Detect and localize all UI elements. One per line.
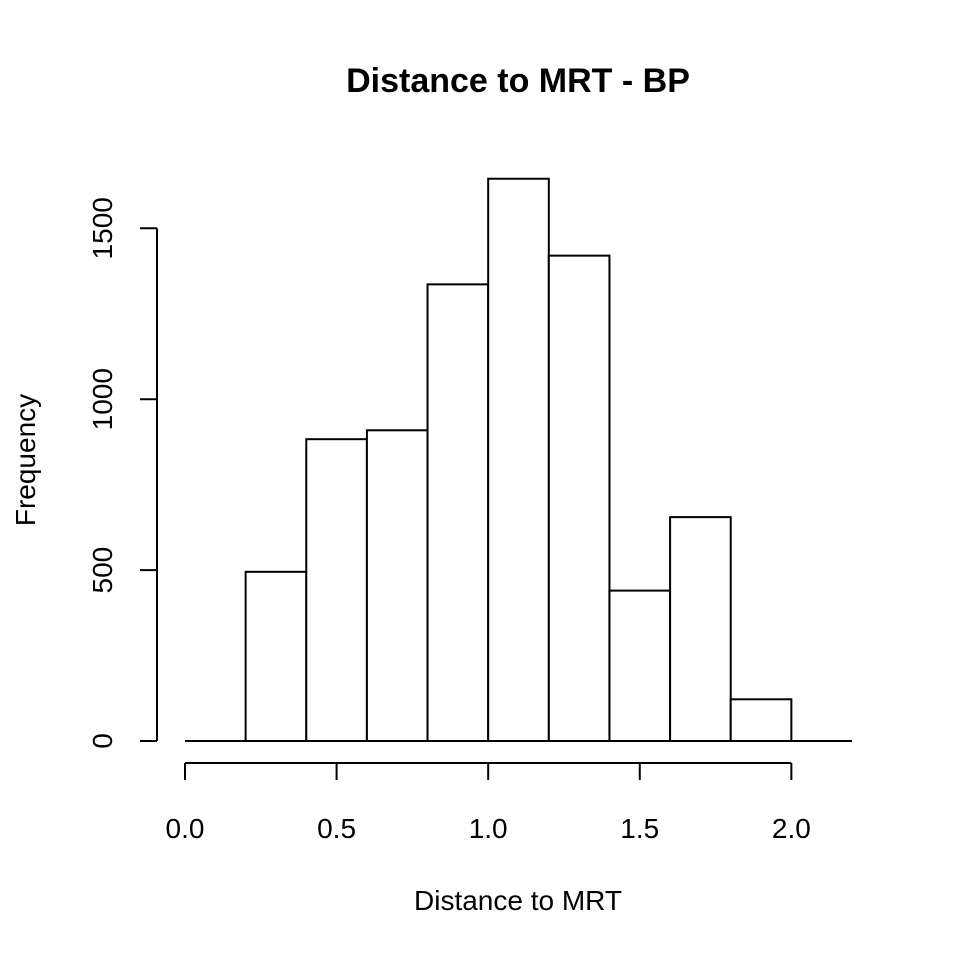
- histogram-bar: [426, 283, 490, 742]
- x-tick-label: 1.0: [469, 813, 508, 844]
- histogram-bar: [487, 177, 550, 742]
- chart-title: Distance to MRT - BP: [346, 62, 690, 100]
- y-tick-label: 500: [87, 547, 118, 594]
- axes-layer: 0.0 0.5 1.0 1.5 2.0 0 500 1000 1500: [87, 197, 811, 844]
- x-axis-label: Distance to MRT: [414, 885, 622, 916]
- y-axis-label: Frequency: [10, 394, 41, 526]
- histogram-bar: [547, 254, 611, 742]
- histogram-bar: [244, 570, 308, 743]
- x-tick-label: 0.5: [317, 813, 356, 844]
- histogram-bar: [729, 698, 793, 743]
- histogram-bar: [669, 516, 732, 742]
- histogram-bar: [608, 589, 672, 742]
- histogram-bar: [365, 429, 429, 742]
- histogram-bar: [305, 438, 368, 742]
- x-tick-label: 2.0: [772, 813, 811, 844]
- y-tick-label: 1500: [87, 197, 118, 259]
- x-tick-label: 0.0: [166, 813, 205, 844]
- x-tick-label: 1.5: [620, 813, 659, 844]
- y-tick-label: 1000: [87, 368, 118, 430]
- bars-layer: [185, 177, 852, 743]
- y-tick-label: 0: [87, 733, 118, 749]
